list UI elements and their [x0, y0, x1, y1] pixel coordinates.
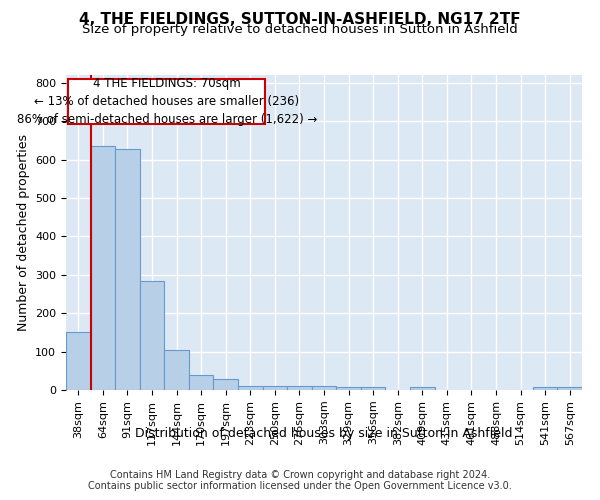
Bar — [361, 386, 385, 390]
Bar — [189, 374, 214, 390]
Bar — [214, 379, 238, 390]
Bar — [238, 386, 263, 390]
Bar — [263, 386, 287, 390]
Bar — [312, 386, 336, 390]
Bar — [140, 280, 164, 390]
Text: Size of property relative to detached houses in Sutton in Ashfield: Size of property relative to detached ho… — [82, 22, 518, 36]
Bar — [410, 388, 434, 390]
Bar — [66, 332, 91, 390]
Bar — [115, 149, 140, 390]
Text: Distribution of detached houses by size in Sutton in Ashfield: Distribution of detached houses by size … — [135, 428, 513, 440]
Bar — [533, 387, 557, 390]
Y-axis label: Number of detached properties: Number of detached properties — [17, 134, 29, 331]
Bar — [287, 386, 312, 390]
Bar — [164, 350, 189, 390]
Text: Contains HM Land Registry data © Crown copyright and database right 2024.: Contains HM Land Registry data © Crown c… — [110, 470, 490, 480]
Bar — [557, 387, 582, 390]
Bar — [336, 386, 361, 390]
Text: 4 THE FIELDINGS: 70sqm
← 13% of detached houses are smaller (236)
86% of semi-de: 4 THE FIELDINGS: 70sqm ← 13% of detached… — [17, 77, 317, 126]
Text: 4, THE FIELDINGS, SUTTON-IN-ASHFIELD, NG17 2TF: 4, THE FIELDINGS, SUTTON-IN-ASHFIELD, NG… — [79, 12, 521, 28]
Bar — [91, 146, 115, 390]
Text: Contains public sector information licensed under the Open Government Licence v3: Contains public sector information licen… — [88, 481, 512, 491]
FancyBboxPatch shape — [68, 79, 265, 124]
